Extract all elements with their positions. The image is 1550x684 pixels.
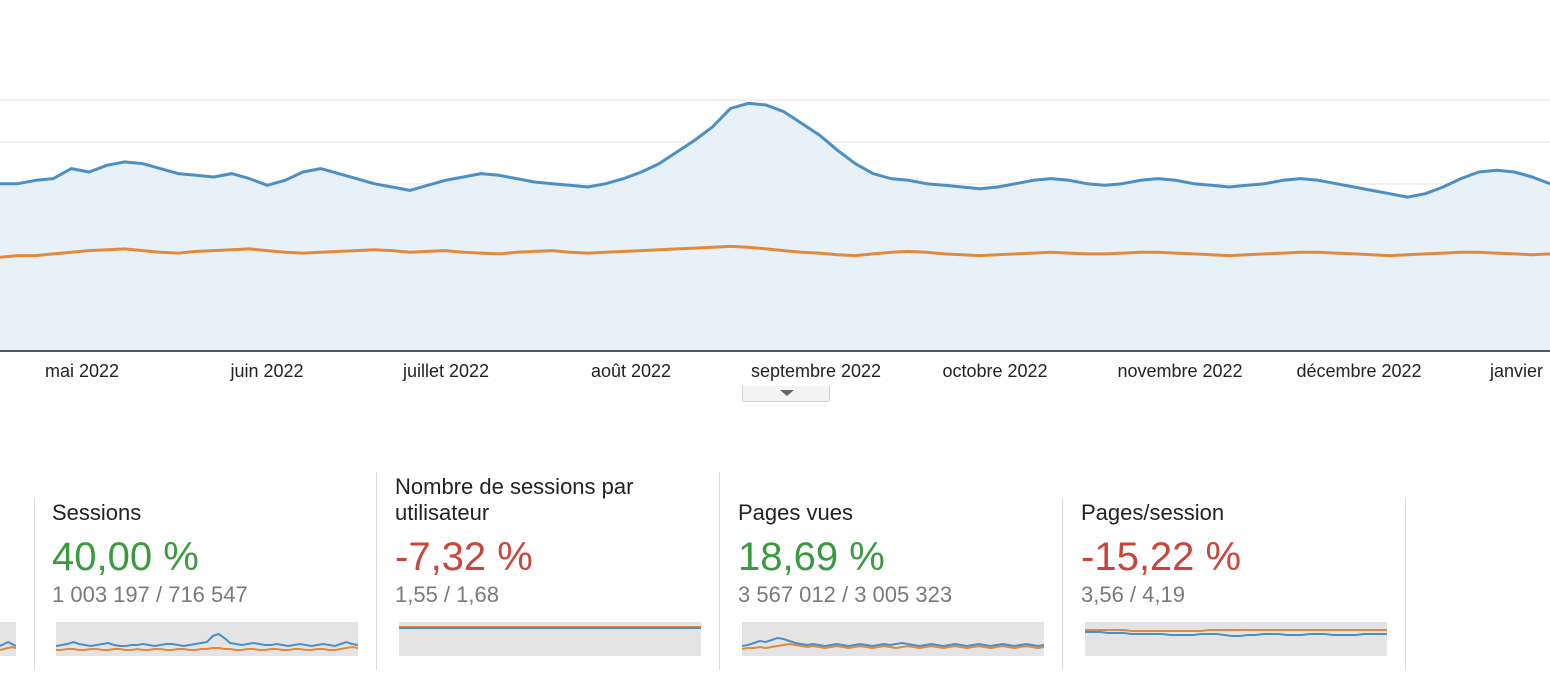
sparkline-series-a: [0, 640, 16, 647]
series-a-area: [0, 103, 1550, 351]
x-tick-label: septembre 2022: [751, 361, 881, 381]
sparkline-series-b: [1085, 629, 1387, 632]
series-b-line: [0, 244, 1550, 259]
metric-divider: [34, 498, 35, 670]
metric-values: 3 567 012 / 3 005 323: [738, 582, 953, 607]
sparkline-background: [56, 622, 358, 656]
metric-title: Sessions: [52, 500, 142, 525]
metric-divider: [376, 472, 377, 670]
metric-sparkline: [399, 622, 701, 656]
metric-title: Pages/session: [1081, 500, 1225, 525]
sparkline-background: [1085, 622, 1387, 656]
sparkline-series-b: [56, 645, 358, 651]
sparkline-series-a: [742, 636, 1044, 648]
sparkline-series-a: [1085, 631, 1387, 637]
partial-metric-sparkline: [0, 622, 16, 656]
metric-divider: [1062, 498, 1063, 670]
x-tick-label: juillet 2022: [402, 361, 489, 381]
metric-values: 3,56 / 4,19: [1081, 582, 1185, 607]
x-tick-label: octobre 2022: [942, 361, 1047, 381]
x-tick-label: août 2022: [591, 361, 671, 381]
x-tick-label: janvier: [1489, 361, 1543, 381]
sparkline-series-a: [56, 632, 358, 648]
metric-title: Nombre de sessions par utilisateur: [395, 474, 634, 525]
sparkline-series-b: [0, 645, 16, 651]
metric-change: 18,69 %: [738, 535, 885, 579]
x-tick-label: décembre 2022: [1296, 361, 1421, 381]
metric-change: -7,32 %: [395, 535, 533, 579]
metric-change: -15,22 %: [1081, 535, 1242, 579]
main-chart: mai 2022 juin 2022 juillet 2022 août 202…: [0, 99, 1550, 381]
metric-sparkline: [1085, 622, 1387, 656]
x-tick-label: mai 2022: [45, 361, 119, 381]
chevron-down-icon: [780, 390, 794, 396]
metric-values: 1 003 197 / 716 547: [52, 582, 248, 607]
chart-collapse-handle[interactable]: [742, 386, 830, 402]
metric-sparkline: [56, 622, 358, 656]
sparkline-series-b: [742, 642, 1044, 650]
metric-change: 40,00 %: [52, 535, 199, 579]
metric-divider: [719, 472, 720, 670]
sparkline-background: [742, 622, 1044, 656]
sparkline-background: [0, 622, 16, 656]
metric-sparkline: [742, 622, 1044, 656]
x-tick-label: novembre 2022: [1117, 361, 1242, 381]
metric-values: 1,55 / 1,68: [395, 582, 499, 607]
x-tick-label: juin 2022: [229, 361, 303, 381]
series-a-line: [0, 101, 1550, 199]
x-axis-labels: mai 2022 juin 2022 juillet 2022 août 202…: [45, 361, 1543, 381]
metric-title: Pages vues: [738, 500, 853, 525]
metric-divider: [1405, 498, 1406, 670]
